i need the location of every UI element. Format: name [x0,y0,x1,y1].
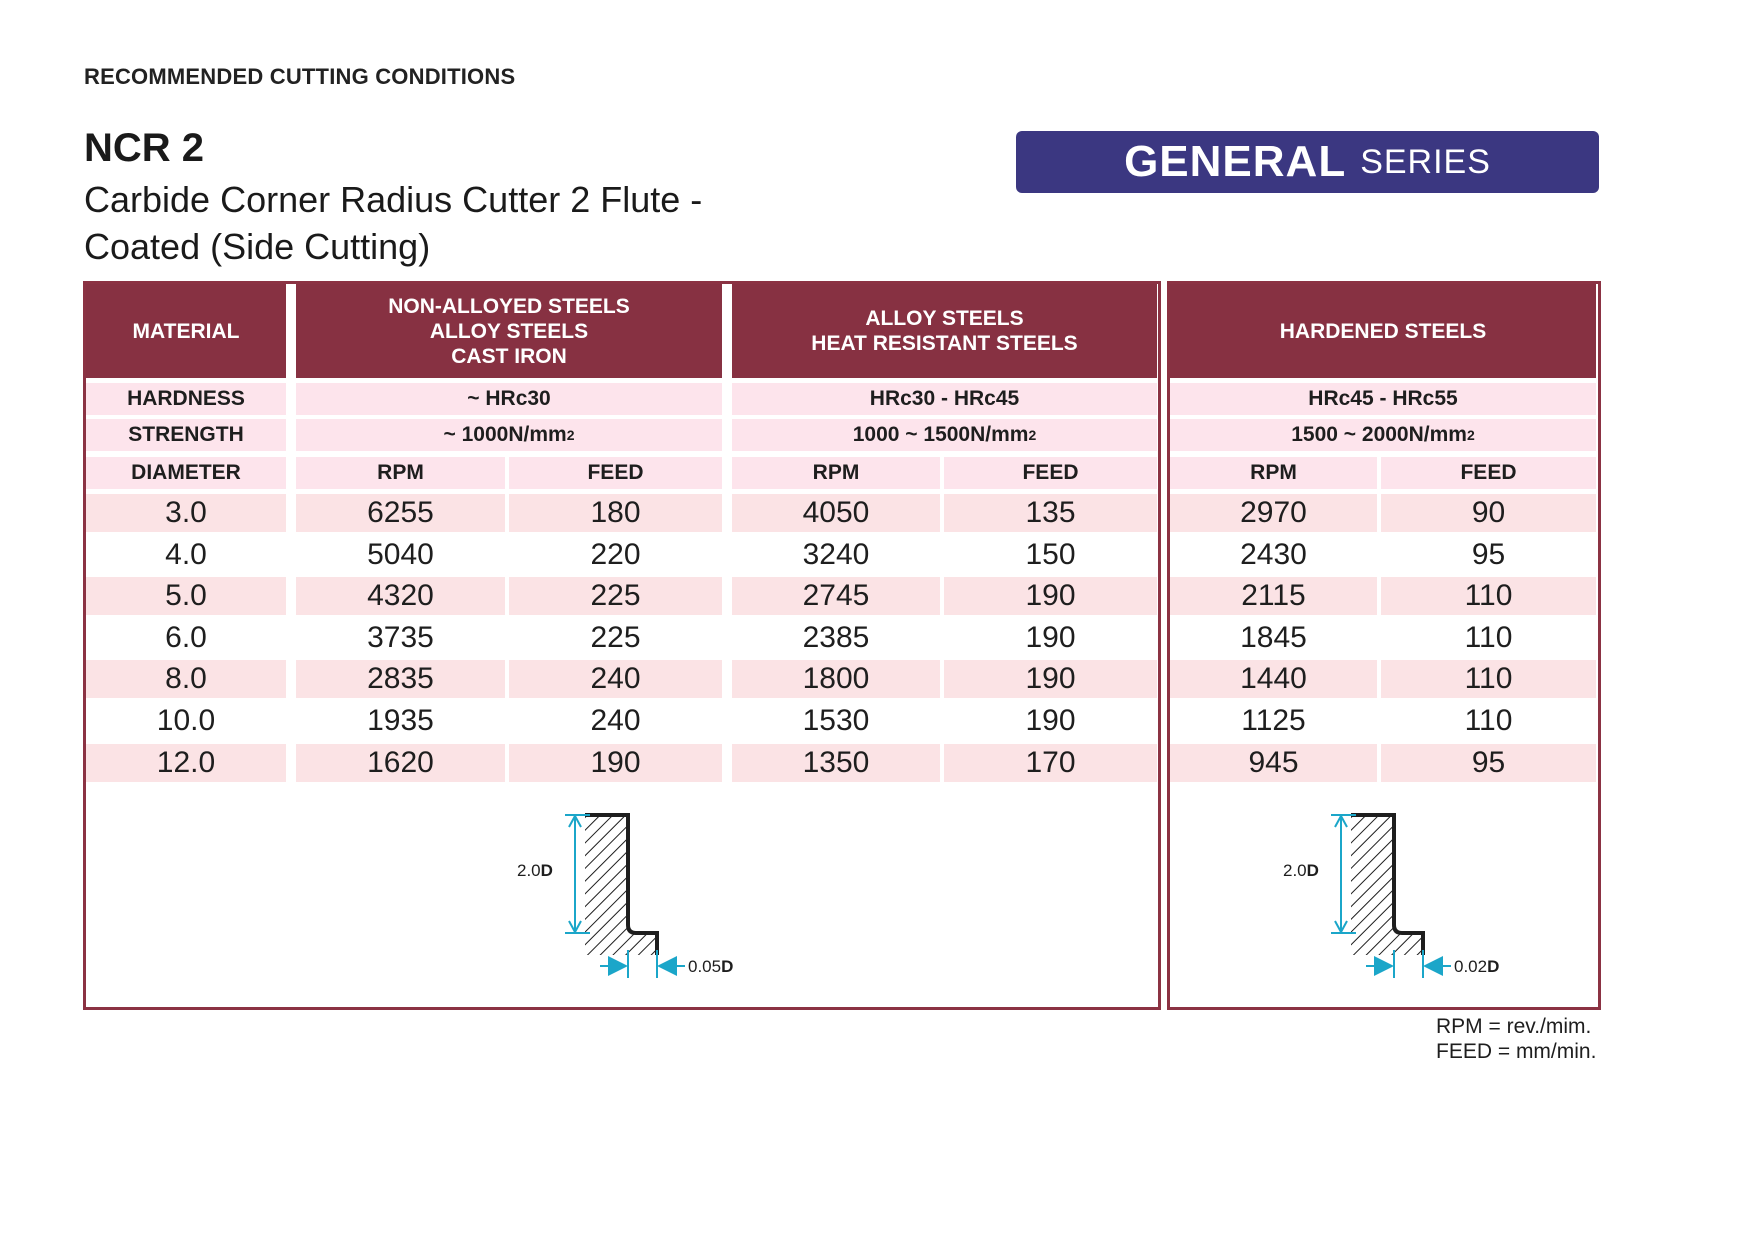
legend-feed: FEED = mm/min. [1436,1040,1597,1063]
wall-profile [585,813,659,955]
left-panel [83,281,1161,1010]
units-legend: RPM = rev./mim. FEED = mm/min. [1436,1014,1596,1064]
offset-label-left: 0.05D [688,957,734,976]
series-badge-light: SERIES [1360,142,1491,181]
series-badge: GENERAL SERIES [1016,131,1599,193]
product-code: NCR 2 [84,126,205,170]
description-line-1: Carbide Corner Radius Cutter 2 Flute - [84,179,703,220]
product-description: Carbide Corner Radius Cutter 2 Flute - C… [84,176,784,270]
hatched-wall [585,815,657,955]
legend-rpm: RPM = rev./mim. [1436,1015,1592,1038]
groove-diagram-right [1331,813,1451,978]
wall-profile [1351,813,1425,955]
series-badge-bold: GENERAL [1124,137,1347,186]
right-panel [1167,281,1601,1010]
description-line-2: Coated (Side Cutting) [84,226,431,267]
depth-label-left: 2.0D [517,861,553,880]
document-heading: RECOMMENDED CUTTING CONDITIONS [84,64,516,89]
groove-diagram-left [565,813,685,978]
offset-label-right: 0.02D [1454,957,1500,976]
depth-label-right: 2.0D [1283,861,1319,880]
hatched-wall [1351,815,1423,955]
